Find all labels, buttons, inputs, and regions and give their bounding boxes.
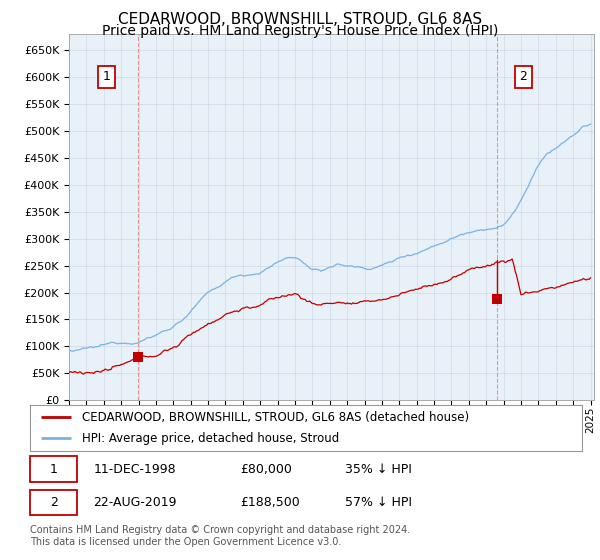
Text: 1: 1 xyxy=(50,463,58,475)
Text: £80,000: £80,000 xyxy=(240,463,292,475)
Text: HPI: Average price, detached house, Stroud: HPI: Average price, detached house, Stro… xyxy=(82,432,340,445)
Text: 11-DEC-1998: 11-DEC-1998 xyxy=(94,463,176,475)
Text: 57% ↓ HPI: 57% ↓ HPI xyxy=(344,496,412,509)
Text: 22-AUG-2019: 22-AUG-2019 xyxy=(94,496,177,509)
Text: CEDARWOOD, BROWNSHILL, STROUD, GL6 8AS (detached house): CEDARWOOD, BROWNSHILL, STROUD, GL6 8AS (… xyxy=(82,411,470,424)
Text: 2: 2 xyxy=(50,496,58,509)
FancyBboxPatch shape xyxy=(30,456,77,482)
Text: CEDARWOOD, BROWNSHILL, STROUD, GL6 8AS: CEDARWOOD, BROWNSHILL, STROUD, GL6 8AS xyxy=(118,12,482,27)
Text: 35% ↓ HPI: 35% ↓ HPI xyxy=(344,463,412,475)
Text: Price paid vs. HM Land Registry's House Price Index (HPI): Price paid vs. HM Land Registry's House … xyxy=(102,24,498,38)
FancyBboxPatch shape xyxy=(30,490,77,515)
Text: Contains HM Land Registry data © Crown copyright and database right 2024.
This d: Contains HM Land Registry data © Crown c… xyxy=(30,525,410,547)
Text: 1: 1 xyxy=(103,70,110,83)
Text: £188,500: £188,500 xyxy=(240,496,299,509)
Text: 2: 2 xyxy=(520,70,527,83)
